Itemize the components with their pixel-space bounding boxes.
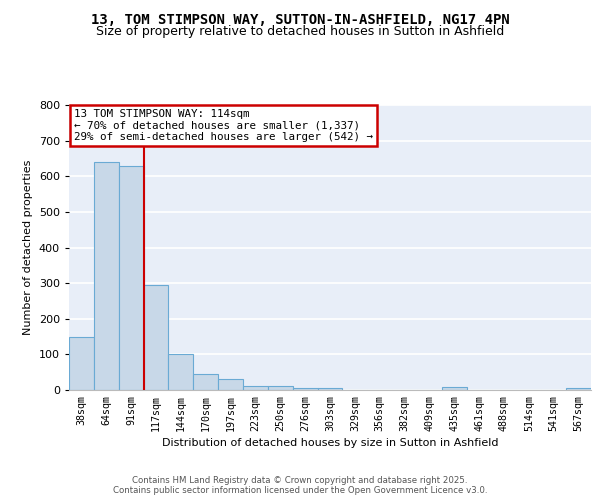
Bar bbox=[218, 380, 243, 390]
Text: Contains HM Land Registry data © Crown copyright and database right 2025.
Contai: Contains HM Land Registry data © Crown c… bbox=[113, 476, 487, 495]
Bar bbox=[293, 388, 317, 390]
Bar bbox=[442, 387, 467, 390]
Bar bbox=[119, 166, 143, 390]
Bar bbox=[317, 388, 343, 390]
Text: Size of property relative to detached houses in Sutton in Ashfield: Size of property relative to detached ho… bbox=[96, 25, 504, 38]
Y-axis label: Number of detached properties: Number of detached properties bbox=[23, 160, 33, 335]
Text: 13, TOM STIMPSON WAY, SUTTON-IN-ASHFIELD, NG17 4PN: 13, TOM STIMPSON WAY, SUTTON-IN-ASHFIELD… bbox=[91, 12, 509, 26]
Bar bbox=[169, 354, 193, 390]
Bar bbox=[69, 336, 94, 390]
X-axis label: Distribution of detached houses by size in Sutton in Ashfield: Distribution of detached houses by size … bbox=[162, 438, 498, 448]
Bar bbox=[566, 388, 591, 390]
Text: 13 TOM STIMPSON WAY: 114sqm
← 70% of detached houses are smaller (1,337)
29% of : 13 TOM STIMPSON WAY: 114sqm ← 70% of det… bbox=[74, 110, 373, 142]
Bar bbox=[268, 386, 293, 390]
Bar bbox=[143, 285, 169, 390]
Bar bbox=[94, 162, 119, 390]
Bar bbox=[243, 386, 268, 390]
Bar bbox=[193, 374, 218, 390]
